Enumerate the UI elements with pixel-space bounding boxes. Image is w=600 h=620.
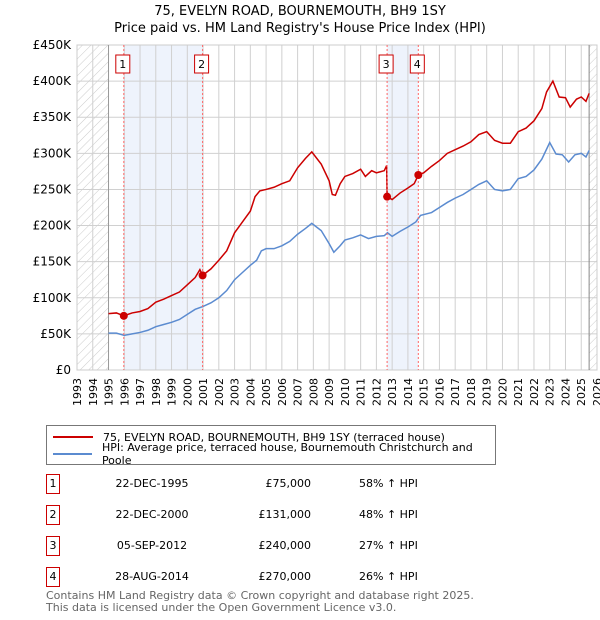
x-tick-label: 2004 [244, 378, 257, 406]
footer-licence: This data is licensed under the Open Gov… [46, 601, 397, 614]
x-tick-label: 2008 [307, 378, 320, 406]
hpi-line [108, 140, 590, 337]
x-tick-label: 1997 [134, 378, 147, 406]
x-tick-label: 2010 [339, 378, 352, 406]
legend-item-property: 75, EVELYN ROAD, BOURNEMOUTH, BH9 1SY (t… [53, 430, 445, 444]
footer-copyright: Contains HM Land Registry data © Crown c… [46, 589, 474, 602]
table-row: 4 28-AUG-2014 £270,000 26% ↑ HPI [46, 567, 446, 587]
x-tick-label: 2001 [197, 378, 210, 406]
sale-date: 05-SEP-2012 [116, 539, 188, 552]
x-tick-label: 2003 [229, 378, 242, 406]
x-tick-label: 1994 [87, 378, 100, 406]
legend-label: HPI: Average price, terraced house, Bour… [101, 441, 473, 467]
x-tick-label: 2022 [528, 378, 541, 406]
sale-label-box [194, 54, 210, 74]
y-tick-label: £300K [33, 146, 73, 160]
x-tick-label: 2019 [481, 378, 494, 406]
price-chart: 1 2 3 4 1993 1994 1995 1996 1997 1998 1999 2000 2001… [33, 38, 600, 406]
sale-hpi: 48% ↑ HPI [359, 508, 418, 521]
y-tick-label: £100K [33, 291, 73, 305]
legend-item-hpi: HPI: Average price, terraced house, Bour… [53, 441, 495, 467]
chart-title: 75, EVELYN ROAD, BOURNEMOUTH, BH9 1SY [154, 4, 446, 19]
x-tick-label: 2012 [370, 378, 383, 406]
hatched-region [589, 45, 597, 370]
sale-point [198, 271, 207, 280]
x-tick-label: 1996 [118, 378, 131, 406]
x-tick-label: 2011 [355, 378, 368, 406]
sale-price: £75,000 [265, 477, 312, 490]
y-tick-label: £250K [33, 182, 73, 196]
y-tick-label: £150K [33, 255, 73, 269]
x-tick-label: 2025 [575, 378, 588, 406]
legend: 75, EVELYN ROAD, BOURNEMOUTH, BH9 1SY (t… [46, 425, 496, 467]
sale-number: 2 [46, 505, 60, 525]
x-tick-label: 2023 [544, 378, 557, 406]
x-tick-label: 2002 [213, 378, 226, 406]
sale-price: £131,000 [258, 508, 312, 521]
x-tick-label: 2017 [449, 378, 462, 406]
sale-label-box [378, 54, 394, 74]
sale-point [119, 311, 128, 320]
x-tick-label: 1999 [166, 378, 179, 406]
x-tick-label: 2024 [559, 378, 572, 406]
y-tick-label: £0 [56, 363, 71, 377]
sale-point [414, 171, 423, 179]
sale-label: 2 [198, 58, 205, 71]
legend-swatch-blue [53, 453, 92, 455]
sale-label-box [409, 54, 425, 74]
sale-label: 1 [119, 58, 126, 71]
chart-subtitle: Price paid vs. HM Land Registry's House … [114, 21, 486, 36]
x-tick-label: 1993 [71, 378, 84, 406]
sale-number: 1 [46, 474, 60, 494]
y-tick-label: £450K [33, 38, 73, 52]
sale-date: 22-DEC-1995 [115, 477, 189, 490]
sale-number: 4 [46, 567, 60, 587]
sale-date: 22-DEC-2000 [115, 508, 189, 521]
sale-number: 3 [46, 536, 60, 556]
x-tick-label: 2000 [181, 378, 194, 406]
property-price-line [108, 79, 590, 317]
y-tick-label: £350K [33, 110, 73, 124]
sale-label: 3 [383, 58, 390, 71]
y-tick-label: £50K [40, 327, 72, 341]
shaded-band [123, 45, 203, 370]
x-tick-label: 2013 [386, 378, 399, 406]
x-tick-label: 2015 [418, 378, 431, 406]
sale-hpi: 58% ↑ HPI [359, 477, 418, 490]
x-tick-label: 2014 [402, 378, 415, 406]
x-tick-label: 2018 [465, 378, 478, 406]
x-tick-label: 2009 [323, 378, 336, 406]
x-tick-label: 2005 [260, 378, 273, 406]
sale-hpi: 26% ↑ HPI [359, 570, 418, 583]
legend-swatch-red [53, 436, 93, 438]
sale-label-box [115, 54, 131, 74]
sale-date: 28-AUG-2014 [115, 570, 189, 583]
y-tick-label: £400K [33, 74, 73, 88]
x-tick-label: 2007 [292, 378, 305, 406]
table-row: 1 22-DEC-1995 £75,000 58% ↑ HPI [46, 474, 446, 494]
table-row: 3 05-SEP-2012 £240,000 27% ↑ HPI [46, 536, 446, 556]
legend-label: 75, EVELYN ROAD, BOURNEMOUTH, BH9 1SY (t… [103, 430, 445, 444]
x-tick-label: 2016 [433, 378, 446, 406]
sale-price: £270,000 [258, 570, 312, 583]
x-tick-label: 2006 [276, 378, 289, 406]
x-tick-label: 2020 [496, 378, 509, 406]
x-tick-label: 1998 [150, 378, 163, 406]
sale-price: £240,000 [258, 539, 312, 552]
sale-hpi: 27% ↑ HPI [359, 539, 418, 552]
sale-label: 4 [414, 58, 421, 71]
table-row: 2 22-DEC-2000 £131,000 48% ↑ HPI [46, 505, 446, 525]
sale-point [383, 192, 392, 201]
y-tick-label: £200K [33, 219, 73, 233]
x-tick-label: 1995 [103, 378, 116, 406]
plot-frame [76, 44, 598, 371]
x-tick-label: 2026 [591, 378, 600, 406]
x-tick-label: 2021 [512, 378, 525, 406]
